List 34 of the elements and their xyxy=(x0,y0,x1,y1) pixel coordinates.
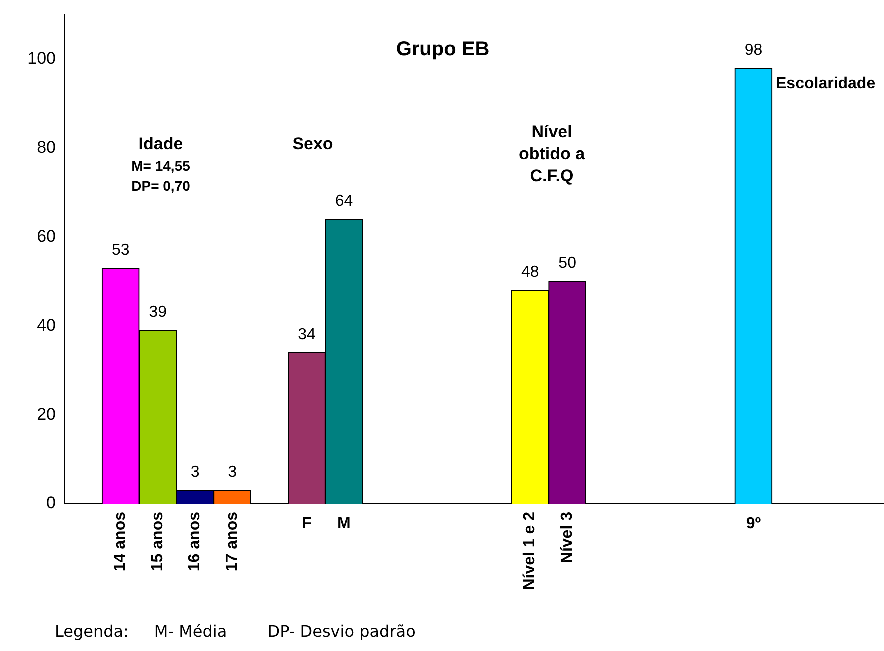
annotation: Nível xyxy=(532,122,572,142)
annotation: Idade xyxy=(138,134,184,154)
x-tick-label: 14 anos xyxy=(112,512,130,572)
x-tick-label: 15 anos xyxy=(149,512,166,572)
data-label: 3 xyxy=(228,464,238,482)
text: Legenda: M- Média DP- Desvio padrão xyxy=(55,622,416,642)
y-tick-label: 0 xyxy=(46,494,56,513)
y-tick-label: 40 xyxy=(37,316,56,335)
annotation: M= 14,55 xyxy=(132,158,191,174)
annotation: C.F.Q xyxy=(530,166,574,186)
y-tick-label: 60 xyxy=(37,226,56,246)
data-label: 53 xyxy=(112,242,130,259)
x-tick-label: 17 anos xyxy=(224,512,241,572)
annotation: Escolaridade xyxy=(776,75,876,92)
data-label: 50 xyxy=(558,255,577,272)
annotation: obtido a xyxy=(518,144,586,164)
x-tick-label: Nível 3 xyxy=(558,512,576,564)
text: Grupo EB xyxy=(396,38,490,61)
y-tick-label: 20 xyxy=(37,404,56,424)
x-tick-label: F xyxy=(302,515,312,532)
x-tick-label: M xyxy=(338,515,351,532)
data-label: 98 xyxy=(744,42,763,59)
data-label: 64 xyxy=(335,192,354,210)
data-label: 39 xyxy=(149,304,168,322)
annotation: DP= 0,70 xyxy=(132,178,191,194)
x-tick-label: 16 anos xyxy=(186,512,204,572)
data-label: 48 xyxy=(521,264,540,282)
x-tick-label: Nível 1 e 2 xyxy=(522,512,539,590)
data-label: 3 xyxy=(190,464,200,482)
annotation: Sexo xyxy=(292,134,334,154)
y-tick-label: 80 xyxy=(37,138,56,158)
y-tick-label: 100 xyxy=(28,49,56,68)
x-tick-label: 9º xyxy=(746,515,762,532)
data-label: 34 xyxy=(298,326,316,344)
